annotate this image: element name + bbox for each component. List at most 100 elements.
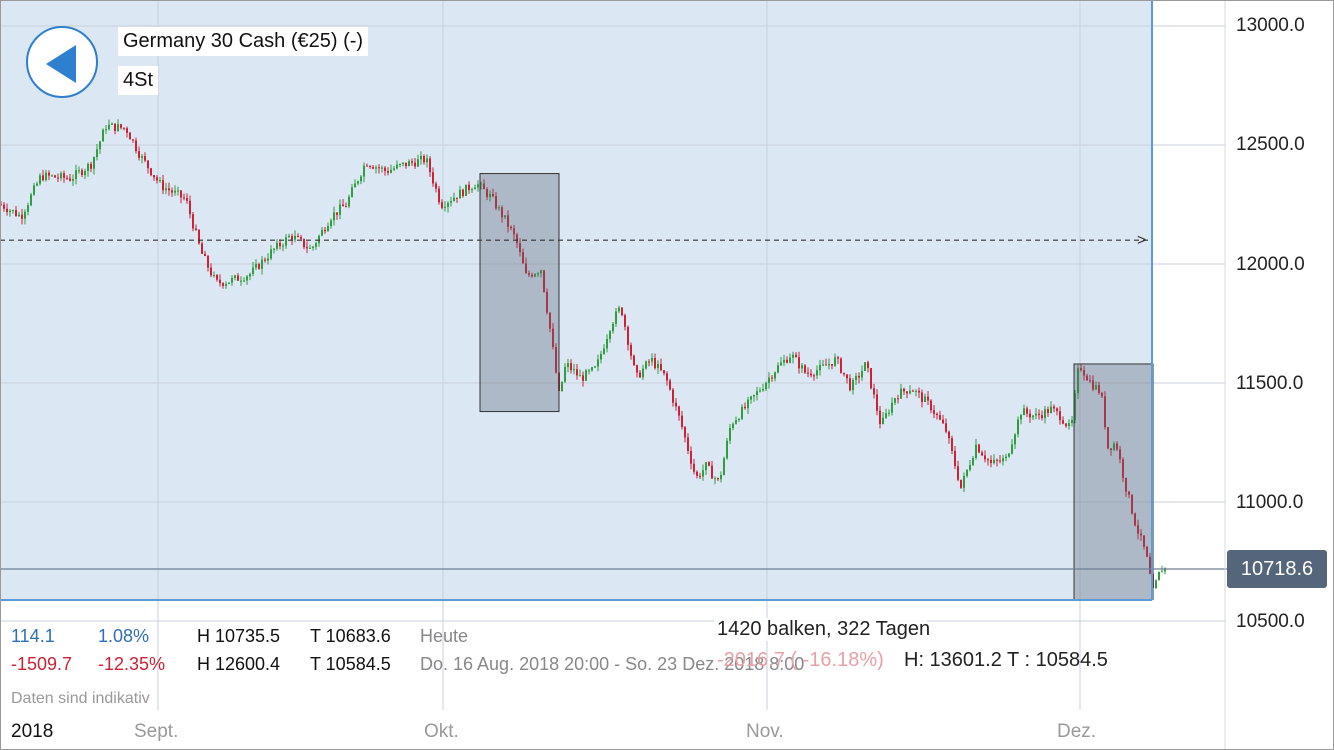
candle-body (546, 291, 548, 313)
candle-body (636, 365, 638, 373)
candle-body (354, 183, 356, 188)
candle-body (174, 190, 176, 193)
candle-body (921, 392, 923, 402)
y-tick-11000: 11000.0 (1236, 492, 1304, 513)
candle-body (360, 176, 362, 182)
selection-info: 1420 balken, 322 Tagen -2016.7 ( -16.18%… (714, 618, 1108, 671)
candle-body (681, 415, 683, 428)
candle-body (99, 141, 101, 150)
candle-body (3, 204, 5, 209)
candle-body (780, 362, 782, 366)
candle-body (450, 201, 452, 203)
y-tick-13000: 13000.0 (1236, 15, 1305, 36)
candle-body (960, 479, 962, 488)
candle-body (1116, 443, 1118, 450)
candle-body (741, 406, 743, 420)
candle-body (723, 458, 725, 476)
candle-body (1020, 415, 1022, 420)
candle-body (270, 249, 272, 259)
candle-body (219, 279, 221, 284)
candle-body (933, 410, 935, 414)
candle-body (1077, 368, 1079, 394)
candle-body (12, 210, 14, 212)
candle-body (1056, 408, 1058, 412)
back-button[interactable] (26, 26, 98, 98)
candle-body (240, 280, 242, 282)
candle-body (381, 167, 383, 169)
candle-body (1080, 368, 1082, 371)
candle-body (1035, 413, 1037, 416)
candle-body (900, 388, 902, 399)
candle-body (150, 168, 152, 176)
candle-body (834, 357, 836, 366)
candle-body (468, 184, 470, 191)
candle-body (1164, 568, 1166, 572)
candle-body (549, 312, 551, 329)
candle-body (462, 189, 464, 196)
candle-body (543, 270, 545, 292)
candle-body (891, 402, 893, 413)
candle-body (879, 410, 881, 424)
candle-body (858, 375, 860, 378)
selection-change-faded: -2016.7 ( -16.18%) (717, 649, 884, 671)
candle-body (993, 459, 995, 464)
candle-body (963, 476, 965, 488)
candle-body (624, 315, 626, 327)
candle-body (375, 167, 377, 169)
candle-body (336, 212, 338, 215)
candle-body (987, 459, 989, 461)
candle-body (522, 252, 524, 264)
candle-body (1143, 535, 1145, 547)
candle-body (78, 170, 80, 172)
candle-body (717, 478, 719, 480)
selection-boxes[interactable] (479, 173, 1154, 601)
candle-body (1092, 380, 1094, 390)
candle-body (168, 188, 170, 191)
candle-body (924, 396, 926, 402)
candle-body (951, 438, 953, 451)
candle-body (1062, 420, 1064, 424)
candle-body (1083, 370, 1085, 376)
candle-body (1032, 415, 1034, 418)
stat-range-low: T 10584.5 (310, 654, 391, 674)
x-tick-2018: 2018 (11, 721, 54, 742)
stat-today-change-pct: 1.08% (98, 626, 150, 646)
candle-body (645, 361, 647, 369)
candle-body (153, 175, 155, 178)
candle-body (309, 247, 311, 249)
candle-body (1023, 408, 1025, 416)
candle-body (249, 273, 251, 277)
candle-body (534, 274, 536, 277)
candle-body (996, 459, 998, 461)
candle-body (498, 207, 500, 209)
candle-body (315, 243, 317, 247)
timeframe-label[interactable]: 4St (118, 66, 159, 95)
candle-body (519, 243, 521, 253)
candle-body (696, 471, 698, 476)
candle-body (384, 167, 386, 172)
candle-body (1158, 571, 1160, 581)
candle-body (393, 168, 395, 170)
candle-body (1041, 415, 1043, 419)
candle-body (435, 183, 437, 189)
candle-body (705, 462, 707, 471)
candle-body (531, 274, 533, 277)
candle-body (288, 236, 290, 238)
candle-body (222, 283, 224, 286)
candle-body (687, 437, 689, 451)
disclaimer: Daten sind indikativ (11, 690, 150, 707)
x-tick-okt: Okt. (424, 721, 459, 742)
candle-body (483, 183, 485, 190)
candle-body (1155, 580, 1157, 588)
candle-body (210, 267, 212, 276)
candle-body (618, 307, 620, 312)
candle-body (852, 380, 854, 391)
candle-body (978, 444, 980, 453)
candle-body (804, 365, 806, 373)
candle-body (87, 163, 89, 172)
candle-body (999, 460, 1001, 462)
candle-body (123, 127, 125, 129)
candle-body (324, 229, 326, 232)
candle-body (159, 180, 161, 182)
